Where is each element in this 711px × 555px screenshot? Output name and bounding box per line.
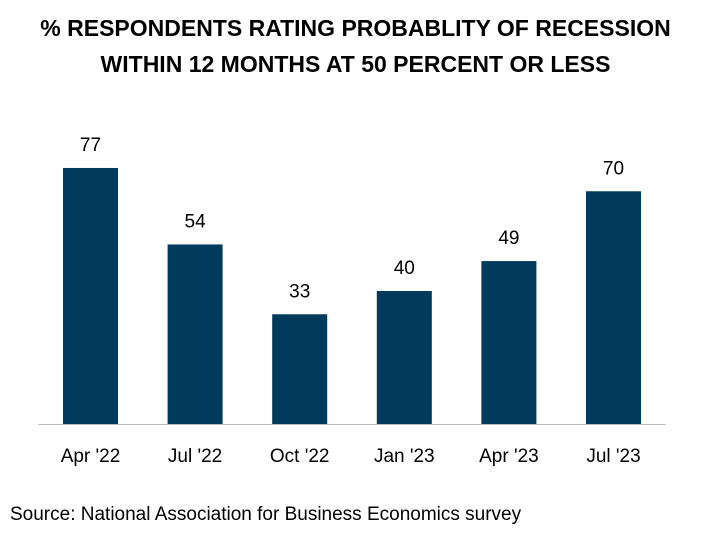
- chart-title-line-2: WITHIN 12 MONTHS AT 50 PERCENT OR LESS: [100, 51, 611, 77]
- data-label: 54: [185, 211, 207, 232]
- bar: [376, 291, 432, 424]
- x-tick-label: Jul '23: [586, 446, 640, 467]
- data-label: 33: [289, 281, 310, 302]
- x-tick-label: Apr '22: [61, 446, 121, 467]
- bar: [167, 244, 223, 424]
- chart-title: % RESPONDENTS RATING PROBABLITY OF RECES…: [0, 10, 711, 82]
- bar: [586, 191, 641, 424]
- x-tick-label: Apr '23: [479, 446, 539, 467]
- bar: [481, 261, 537, 424]
- x-tick-label: Jan '23: [374, 446, 435, 467]
- bar-chart: 77 Apr '22 54 Jul '22 33 Oct '22 40 Jan '23 49 Ap…: [38, 135, 666, 467]
- bar: [272, 314, 328, 424]
- data-label: 49: [498, 228, 519, 249]
- chart-title-line-1: % RESPONDENTS RATING PROBABLITY OF RECES…: [40, 15, 671, 41]
- source-note: Source: National Association for Busines…: [10, 504, 522, 525]
- bar: [63, 167, 118, 424]
- data-label: 40: [394, 258, 415, 279]
- data-label: 70: [603, 158, 624, 179]
- x-tick-label: Jul '22: [168, 446, 222, 467]
- data-label: 77: [80, 135, 101, 156]
- x-tick-label: Oct '22: [270, 446, 330, 467]
